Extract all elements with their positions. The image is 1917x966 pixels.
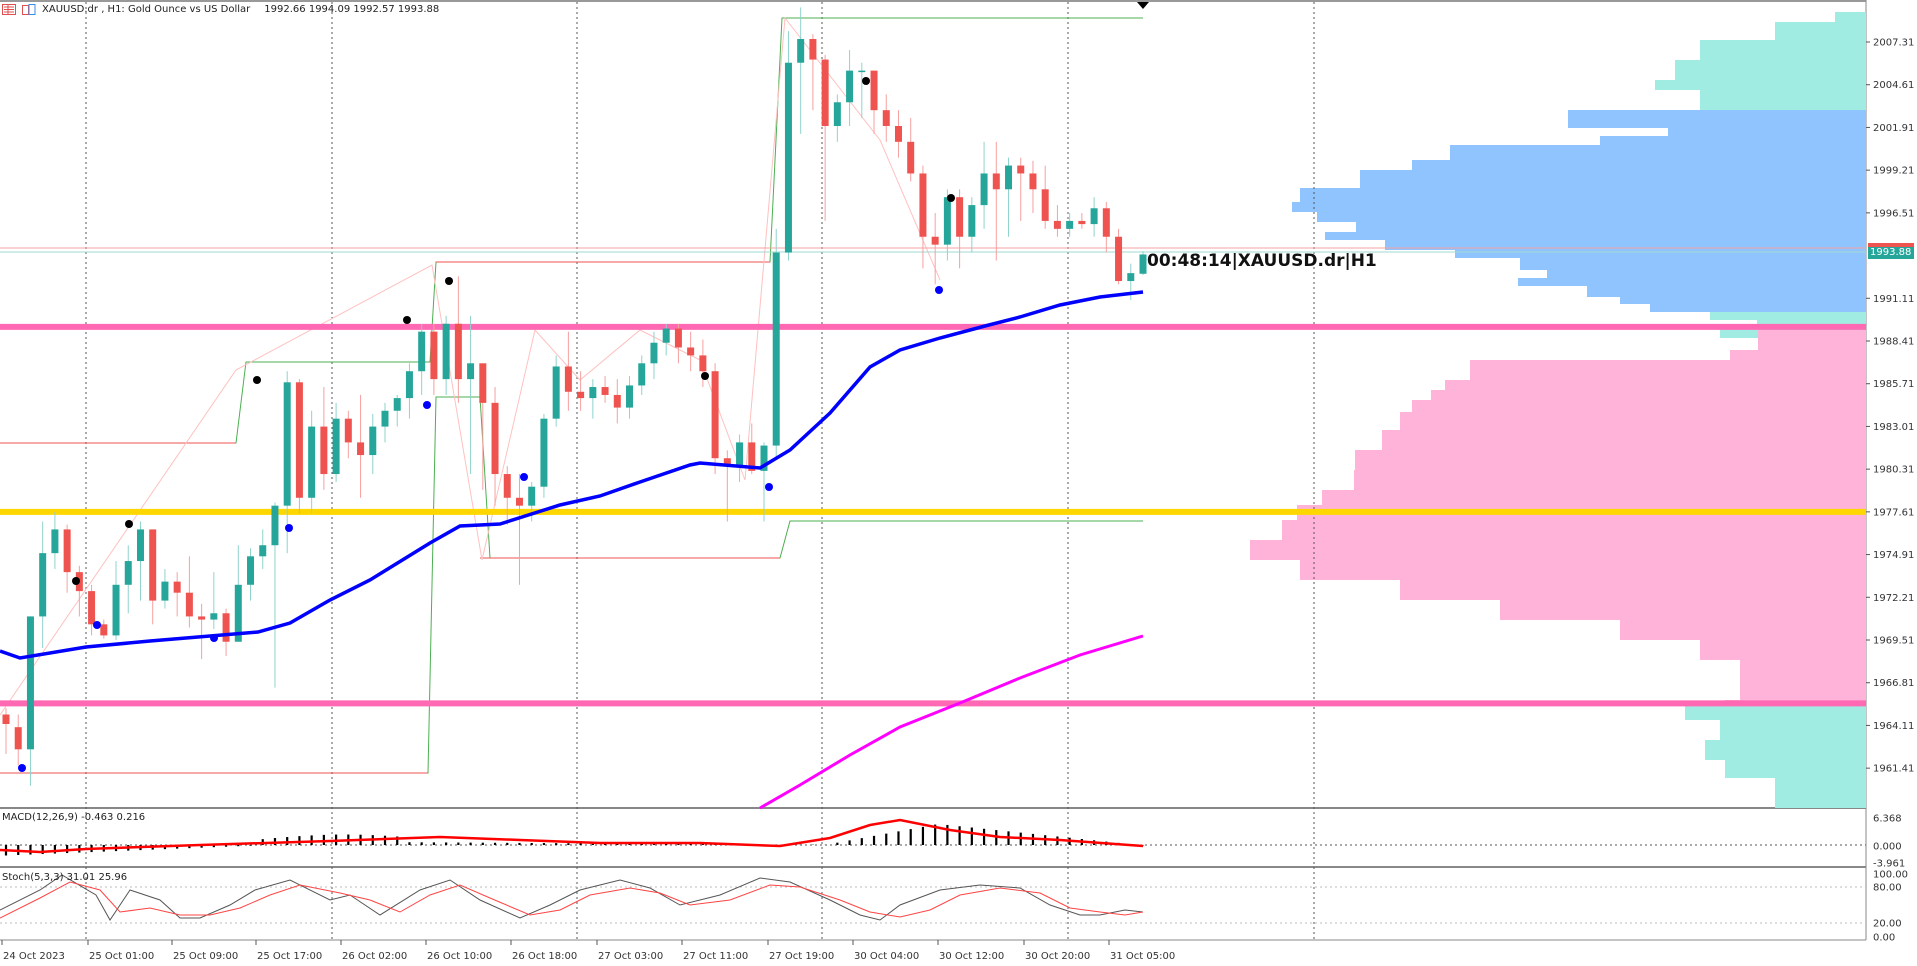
high-channel-line bbox=[0, 17, 1143, 444]
low-channel-line bbox=[0, 396, 1143, 774]
candlesticks bbox=[2, 7, 1147, 786]
bid-price-tag bbox=[1868, 243, 1914, 248]
price-axis: 2007.31 2004.61 2001.91 1999.21 1996.51 1991.… bbox=[1866, 38, 1914, 775]
price-tick-label: 1977.61 bbox=[1873, 507, 1914, 518]
price-tick-label: 1985.71 bbox=[1873, 379, 1914, 390]
fractal-up-dot bbox=[862, 77, 870, 85]
fractal-down-dot bbox=[285, 524, 293, 532]
price-tick-label: 1991.11 bbox=[1873, 294, 1914, 305]
price-tick-label: 1964.11 bbox=[1873, 721, 1914, 732]
chart-title-bar: XAUUSD.dr , H1: Gold Ounce vs US Dollar … bbox=[2, 4, 439, 15]
chart-list-icon[interactable] bbox=[2, 4, 16, 15]
stoch-scale-label: 80.00 bbox=[1873, 883, 1902, 894]
fractal-down-dot bbox=[210, 634, 218, 642]
fractal-up-dot bbox=[403, 316, 411, 324]
price-tick-label: 1983.01 bbox=[1873, 422, 1914, 433]
macd-scale-label: 0.000 bbox=[1873, 842, 1902, 853]
moving-average-slow bbox=[759, 634, 1144, 810]
fractal-up-dot bbox=[72, 577, 80, 585]
time-tick-label: 25 Oct 17:00 bbox=[257, 951, 322, 962]
price-tick-label: 1980.31 bbox=[1873, 465, 1914, 476]
stoch-main-line bbox=[0, 874, 1144, 921]
time-tick-label: 25 Oct 09:00 bbox=[173, 951, 238, 962]
time-tick-label: 26 Oct 02:00 bbox=[342, 951, 407, 962]
price-tick-label: 2004.61 bbox=[1873, 80, 1914, 91]
time-tick-label: 27 Oct 03:00 bbox=[598, 951, 663, 962]
price-tick-label: 1969.51 bbox=[1873, 635, 1914, 646]
price-tick-label: 2001.91 bbox=[1873, 123, 1914, 134]
volume-profile bbox=[1250, 12, 1866, 808]
fractal-up-dot bbox=[253, 376, 261, 384]
macd-signal-line bbox=[0, 818, 1144, 854]
ohlc-values: 1992.66 1994.09 1992.57 1993.88 bbox=[264, 4, 440, 15]
price-tick-label: 1988.41 bbox=[1873, 336, 1914, 347]
macd-scale-label: -3.961 bbox=[1873, 859, 1905, 870]
symbol-icon[interactable] bbox=[22, 4, 36, 15]
time-tick-label: 31 Oct 05:00 bbox=[1110, 951, 1175, 962]
fractal-down-dot bbox=[520, 473, 528, 481]
price-tick-label: 1999.21 bbox=[1873, 166, 1914, 177]
macd-label: MACD(12,26,9) -0.463 0.216 bbox=[2, 812, 146, 823]
time-tick-label: 26 Oct 18:00 bbox=[512, 951, 577, 962]
candle-countdown-label: 00:48:14|XAUUSD.dr|H1 bbox=[1147, 251, 1377, 271]
time-tick-label: 30 Oct 12:00 bbox=[939, 951, 1004, 962]
stoch-label: Stoch(5,3,3) 31.01 25.96 bbox=[2, 872, 128, 883]
current-price-tag: 1993.88 bbox=[1868, 247, 1914, 259]
moving-average-fast bbox=[0, 290, 1144, 660]
price-tick-label: 1961.41 bbox=[1873, 764, 1914, 775]
price-tick-label: 1972.21 bbox=[1873, 593, 1914, 604]
fractal-down-dot bbox=[935, 286, 943, 294]
fractal-down-dot bbox=[93, 621, 101, 629]
price-tick-label: 1974.91 bbox=[1873, 550, 1914, 561]
fractal-up-dot bbox=[125, 520, 133, 528]
price-tick-label: 1996.51 bbox=[1873, 208, 1914, 219]
fractal-up-dot bbox=[947, 194, 955, 202]
time-tick-label: 30 Oct 04:00 bbox=[854, 951, 919, 962]
price-tick-label: 1966.81 bbox=[1873, 678, 1914, 689]
price-tick-label: 2007.31 bbox=[1873, 38, 1914, 49]
fractal-down-dot bbox=[18, 764, 26, 772]
fractal-down-dot bbox=[765, 483, 773, 491]
chart-title: XAUUSD.dr , H1: Gold Ounce vs US Dollar bbox=[42, 4, 251, 15]
stoch-scale-label: 20.00 bbox=[1873, 919, 1902, 930]
fractal-up-dot bbox=[701, 372, 709, 380]
time-tick-label: 30 Oct 20:00 bbox=[1025, 951, 1090, 962]
time-tick-label: 27 Oct 19:00 bbox=[769, 951, 834, 962]
chart-shift-marker[interactable] bbox=[1137, 2, 1149, 9]
fractal-up-dot bbox=[445, 277, 453, 285]
stoch-scale-label: 0.00 bbox=[1873, 933, 1895, 944]
time-tick-label: 24 Oct 2023 bbox=[3, 951, 65, 962]
stoch-scale-label: 100.00 bbox=[1873, 870, 1908, 881]
time-tick-label: 27 Oct 11:00 bbox=[683, 951, 748, 962]
time-tick-label: 26 Oct 10:00 bbox=[427, 951, 492, 962]
fractal-down-dot bbox=[423, 401, 431, 409]
stoch-signal-line bbox=[0, 881, 1144, 919]
macd-scale-label: 6.368 bbox=[1873, 814, 1902, 825]
time-tick-label: 25 Oct 01:00 bbox=[89, 951, 154, 962]
